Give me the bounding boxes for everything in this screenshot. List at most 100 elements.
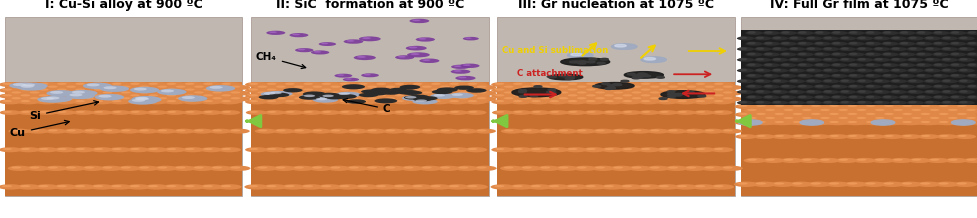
Circle shape — [549, 100, 559, 102]
Circle shape — [194, 129, 203, 131]
Circle shape — [829, 135, 839, 137]
Circle shape — [264, 147, 286, 152]
Circle shape — [172, 85, 195, 90]
Circle shape — [619, 88, 642, 93]
Circle shape — [418, 96, 442, 102]
Circle shape — [373, 82, 396, 87]
Circle shape — [884, 121, 894, 123]
Circle shape — [26, 91, 49, 96]
Circle shape — [686, 167, 697, 169]
Circle shape — [409, 95, 429, 99]
Circle shape — [909, 80, 916, 82]
Circle shape — [136, 96, 159, 102]
Circle shape — [218, 94, 241, 99]
Circle shape — [161, 89, 174, 92]
Circle shape — [908, 158, 931, 163]
Circle shape — [867, 96, 873, 98]
Circle shape — [668, 129, 678, 131]
Circle shape — [618, 184, 643, 190]
Circle shape — [774, 69, 781, 71]
Circle shape — [46, 97, 60, 99]
Circle shape — [431, 185, 441, 187]
Circle shape — [130, 83, 140, 85]
Circle shape — [957, 79, 975, 83]
Circle shape — [340, 100, 350, 102]
Circle shape — [303, 100, 313, 102]
Circle shape — [738, 105, 747, 107]
Circle shape — [209, 85, 232, 90]
Circle shape — [107, 184, 132, 190]
Circle shape — [892, 37, 899, 39]
Circle shape — [771, 101, 788, 105]
Circle shape — [892, 101, 899, 103]
Circle shape — [637, 82, 660, 87]
Circle shape — [267, 100, 276, 102]
Circle shape — [858, 58, 866, 60]
Circle shape — [325, 95, 345, 99]
Circle shape — [372, 184, 397, 190]
Circle shape — [826, 112, 849, 117]
Circle shape — [696, 89, 705, 91]
Circle shape — [35, 147, 59, 152]
Circle shape — [939, 113, 949, 115]
Circle shape — [756, 91, 763, 92]
Circle shape — [218, 82, 241, 87]
Circle shape — [907, 69, 924, 73]
Circle shape — [871, 120, 895, 125]
Circle shape — [117, 85, 141, 90]
Circle shape — [909, 69, 916, 71]
Circle shape — [413, 148, 422, 150]
Circle shape — [576, 167, 586, 169]
Circle shape — [57, 89, 66, 91]
Circle shape — [100, 91, 122, 96]
Circle shape — [949, 74, 966, 78]
Circle shape — [29, 167, 39, 169]
Circle shape — [811, 113, 821, 115]
Circle shape — [890, 108, 913, 113]
Circle shape — [458, 86, 468, 88]
Circle shape — [218, 99, 241, 104]
Circle shape — [363, 166, 387, 171]
Circle shape — [664, 96, 688, 102]
Circle shape — [181, 184, 205, 190]
Circle shape — [217, 184, 241, 190]
Circle shape — [748, 32, 755, 33]
Circle shape — [659, 148, 668, 150]
Circle shape — [459, 64, 480, 68]
Circle shape — [573, 129, 596, 134]
Circle shape — [449, 89, 459, 91]
Circle shape — [952, 120, 975, 125]
Circle shape — [63, 85, 86, 90]
Circle shape — [182, 88, 204, 93]
Circle shape — [698, 95, 705, 97]
Circle shape — [612, 44, 637, 49]
Circle shape — [419, 129, 442, 134]
Circle shape — [796, 85, 814, 89]
Circle shape — [149, 111, 158, 113]
Circle shape — [714, 89, 724, 91]
Circle shape — [504, 129, 514, 131]
Circle shape — [583, 110, 605, 115]
Circle shape — [683, 166, 706, 171]
Circle shape — [513, 83, 523, 85]
Circle shape — [578, 62, 586, 64]
Circle shape — [303, 89, 313, 91]
Circle shape — [771, 69, 788, 73]
Circle shape — [245, 88, 268, 93]
Circle shape — [112, 83, 121, 85]
Circle shape — [316, 98, 327, 100]
Circle shape — [450, 69, 470, 74]
Circle shape — [614, 84, 621, 86]
Circle shape — [825, 58, 831, 60]
Circle shape — [610, 96, 633, 102]
Circle shape — [719, 91, 743, 96]
Circle shape — [632, 129, 641, 131]
Circle shape — [659, 94, 668, 96]
Circle shape — [303, 148, 313, 150]
Circle shape — [35, 94, 59, 99]
Circle shape — [340, 83, 350, 85]
Circle shape — [446, 99, 469, 104]
Circle shape — [935, 85, 942, 87]
Circle shape — [66, 129, 76, 131]
Circle shape — [939, 121, 949, 123]
